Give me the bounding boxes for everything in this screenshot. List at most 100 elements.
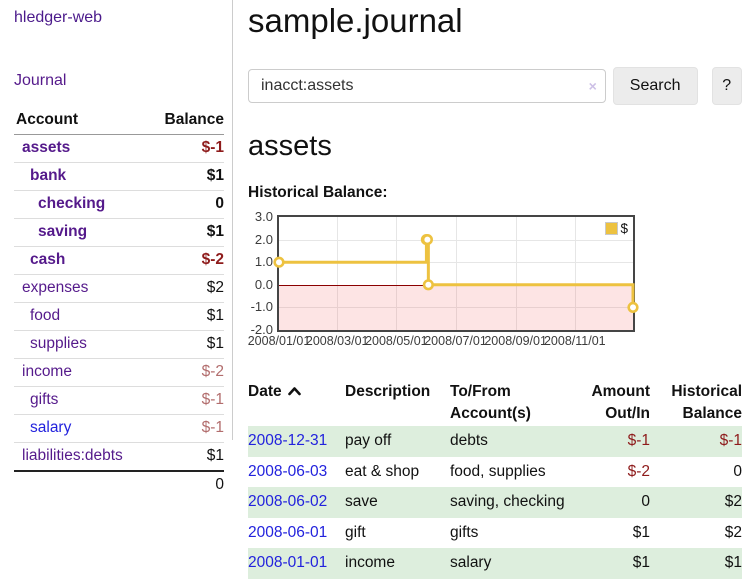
transaction-row: 2008-06-03 eat & shop food, supplies $-2 0 [248,457,742,487]
account-balance: $-2 [148,358,224,387]
transaction-tofrom-accounts: salary [450,554,492,572]
gridline-v [396,217,398,330]
account-link-gifts[interactable]: gifts [30,391,59,408]
account-link-income[interactable]: income [22,363,72,380]
account-link-cash[interactable]: cash [30,251,66,268]
data-point-marker [273,256,285,268]
account-row: saving $1 [14,218,224,247]
accounts-total-row: 0 [14,470,224,499]
transaction-tofrom-accounts: saving, checking [450,493,565,511]
transaction-description: eat & shop [345,462,420,480]
x-axis-tick-label: 2008/03/01 [305,334,369,348]
y-axis-tick-label: 3.0 [254,209,273,224]
register-header-date[interactable]: Date [248,379,345,426]
transaction-date-link[interactable]: 2008-01-01 [248,554,328,572]
chart-grid [279,217,633,330]
search-form: × Search ? [248,67,742,105]
account-row: bank $1 [14,162,224,191]
x-axis-tick-label: 2008/07/01 [424,334,487,348]
transaction-amount: $-2 [627,462,650,480]
transaction-row: 2008-06-01 gift gifts $1 $2 [248,518,742,548]
account-balance: $1 [148,302,224,331]
gridline-v [337,217,339,330]
account-balance: $1 [148,330,224,359]
account-link-saving[interactable]: saving [38,223,88,240]
negative-region [279,284,633,330]
account-row: supplies $1 [14,330,224,359]
account-link-liabilities-debts[interactable]: liabilities:debts [22,447,123,464]
account-row: cash $-2 [14,246,224,275]
account-row: food $1 [14,302,224,331]
transaction-description: save [345,493,378,511]
gridline-v [515,217,517,330]
account-link-expenses[interactable]: expenses [22,279,89,296]
app-brand-link[interactable]: hledger-web [14,9,103,26]
help-button[interactable]: ? [711,67,742,105]
x-axis-tick-label: 2008/11/01 [543,334,606,348]
account-balance: $1 [148,442,224,471]
page-title: sample.journal [248,2,463,39]
transaction-balance: 0 [733,462,742,480]
y-axis-tick-label: -2.0 [250,322,273,337]
transaction-balance: $2 [724,523,742,541]
x-axis-tick-label: 2008/09/01 [484,334,547,348]
account-row: checking 0 [14,190,224,219]
account-balance: $-1 [201,139,224,156]
transaction-date-link[interactable]: 2008-12-31 [248,432,328,450]
account-row: assets $-1 [14,135,224,163]
transaction-balance: $1 [724,554,742,572]
search-button[interactable]: Search [612,67,698,105]
transaction-amount: $1 [632,554,650,572]
account-link-supplies[interactable]: supplies [30,335,87,352]
account-balance: 0 [148,190,224,219]
legend-swatch-icon [605,222,619,235]
account-heading: assets [248,130,332,162]
transaction-amount: $-1 [627,432,650,450]
transaction-description: gift [345,523,366,541]
account-link-salary[interactable]: salary [30,419,72,436]
account-row: gifts $-1 [14,386,224,415]
transaction-description: income [345,554,395,572]
account-row: liabilities:debts $1 [14,442,224,471]
balance-series-line [273,233,639,313]
account-link-bank[interactable]: bank [30,167,67,184]
account-row: income $-2 [14,358,224,387]
transaction-date-link[interactable]: 2008-06-03 [248,462,328,480]
account-link-checking[interactable]: checking [38,195,106,212]
account-row: salary $-1 [14,414,224,443]
account-balance: $2 [148,274,224,303]
clear-search-icon[interactable]: × [588,78,597,94]
sidebar: hledger-web Journal Account Balance asse… [0,0,233,499]
accounts-total-value: 0 [14,470,224,499]
transaction-date-link[interactable]: 2008-06-02 [248,493,328,511]
data-point-marker [422,279,434,291]
data-point-marker [421,233,433,246]
account-balance: $1 [148,162,224,191]
transaction-description: pay off [345,432,392,450]
account-link-food[interactable]: food [30,307,61,324]
main-content: sample.journal × Search ? assets Histori… [248,0,742,579]
accounts-table: Account Balance assets $-1 bank $1 checking 0… [14,107,224,499]
search-input[interactable] [248,69,606,103]
sidebar-item-journal[interactable]: Journal [14,72,67,89]
transaction-tofrom-accounts: gifts [450,523,479,541]
register-header-tofrom: To/From Account(s) [450,383,531,422]
transaction-row: 2008-12-31 pay off debts $-1 $-1 [248,426,742,457]
transaction-date-link[interactable]: 2008-06-01 [248,523,328,541]
chart-legend: $ [603,220,630,237]
register-table: Date Description To/From Account(s) Amou… [248,379,742,579]
legend-label: $ [620,221,628,236]
y-axis-tick-label: -1.0 [250,299,273,315]
chart-title: Historical Balance: [248,184,388,201]
account-balance: $-1 [148,386,224,415]
chart-plot-area: $ 3.0 2.0 1.0 0.0 -1.0 -2.0 2008/01/01 2008/03/… [248,209,639,348]
transaction-balance: $-1 [719,432,742,450]
accounts-header-balance: Balance [148,107,224,135]
sort-asc-icon [287,387,301,396]
gridline-v [574,217,576,330]
gridline-v [455,217,457,330]
account-balance: $1 [148,218,224,247]
y-axis-tick-label: 0.0 [254,276,273,292]
account-link-assets[interactable]: assets [22,139,71,156]
transaction-tofrom-accounts: food, supplies [450,462,546,480]
